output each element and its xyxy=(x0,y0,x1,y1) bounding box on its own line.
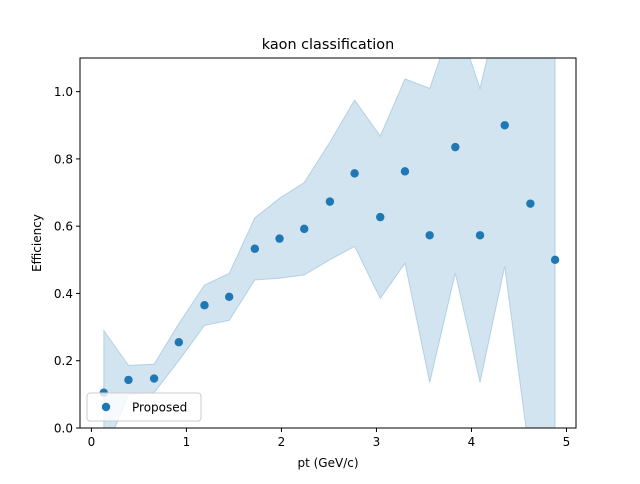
y-tick-label: 0.2 xyxy=(54,354,73,368)
data-point xyxy=(149,374,159,383)
axes: 0 1 2 3 4 5 0.0 0.2 0.4 0.6 0.8 1.0 xyxy=(54,57,577,449)
data-point xyxy=(275,234,284,243)
data-point xyxy=(376,212,385,222)
legend: Proposed xyxy=(86,392,202,422)
data-point xyxy=(124,375,133,385)
y-tick-label: 0.8 xyxy=(54,152,73,166)
data-point xyxy=(300,224,309,234)
data-point xyxy=(550,255,560,265)
chart-title: kaon classification xyxy=(262,37,394,53)
y-tick-label: 0.4 xyxy=(54,287,73,301)
y-tick-label: 0.0 xyxy=(54,422,73,436)
data-point xyxy=(400,167,410,176)
data-point xyxy=(425,231,434,240)
uncertainty-band xyxy=(103,58,556,428)
x-tick-label: 0 xyxy=(88,435,96,449)
axes-frame xyxy=(79,57,577,429)
data-point xyxy=(526,199,535,208)
y-tick-label: 1.0 xyxy=(54,85,73,99)
data-point xyxy=(500,121,509,130)
data-point xyxy=(200,301,209,310)
x-axis-label: pt (GeV/c) xyxy=(297,456,358,470)
legend-marker xyxy=(101,402,111,412)
data-point xyxy=(174,338,184,347)
x-tick-label: 2 xyxy=(278,435,286,449)
x-tick-label: 4 xyxy=(468,435,476,449)
x-tick-label: 3 xyxy=(373,435,381,449)
x-tick-label: 1 xyxy=(183,435,191,449)
y-tick-label: 0.6 xyxy=(54,220,73,234)
y-axis-label: Efficiency xyxy=(30,214,44,272)
legend-label: Proposed xyxy=(132,401,187,415)
data-point xyxy=(350,169,359,178)
plot-area xyxy=(99,58,560,428)
data-point xyxy=(250,244,260,253)
data-point xyxy=(451,142,460,152)
legend-box xyxy=(86,392,202,422)
data-point xyxy=(224,292,234,302)
x-tick-label: 5 xyxy=(563,435,571,449)
data-point xyxy=(325,197,335,206)
data-point xyxy=(475,231,485,240)
